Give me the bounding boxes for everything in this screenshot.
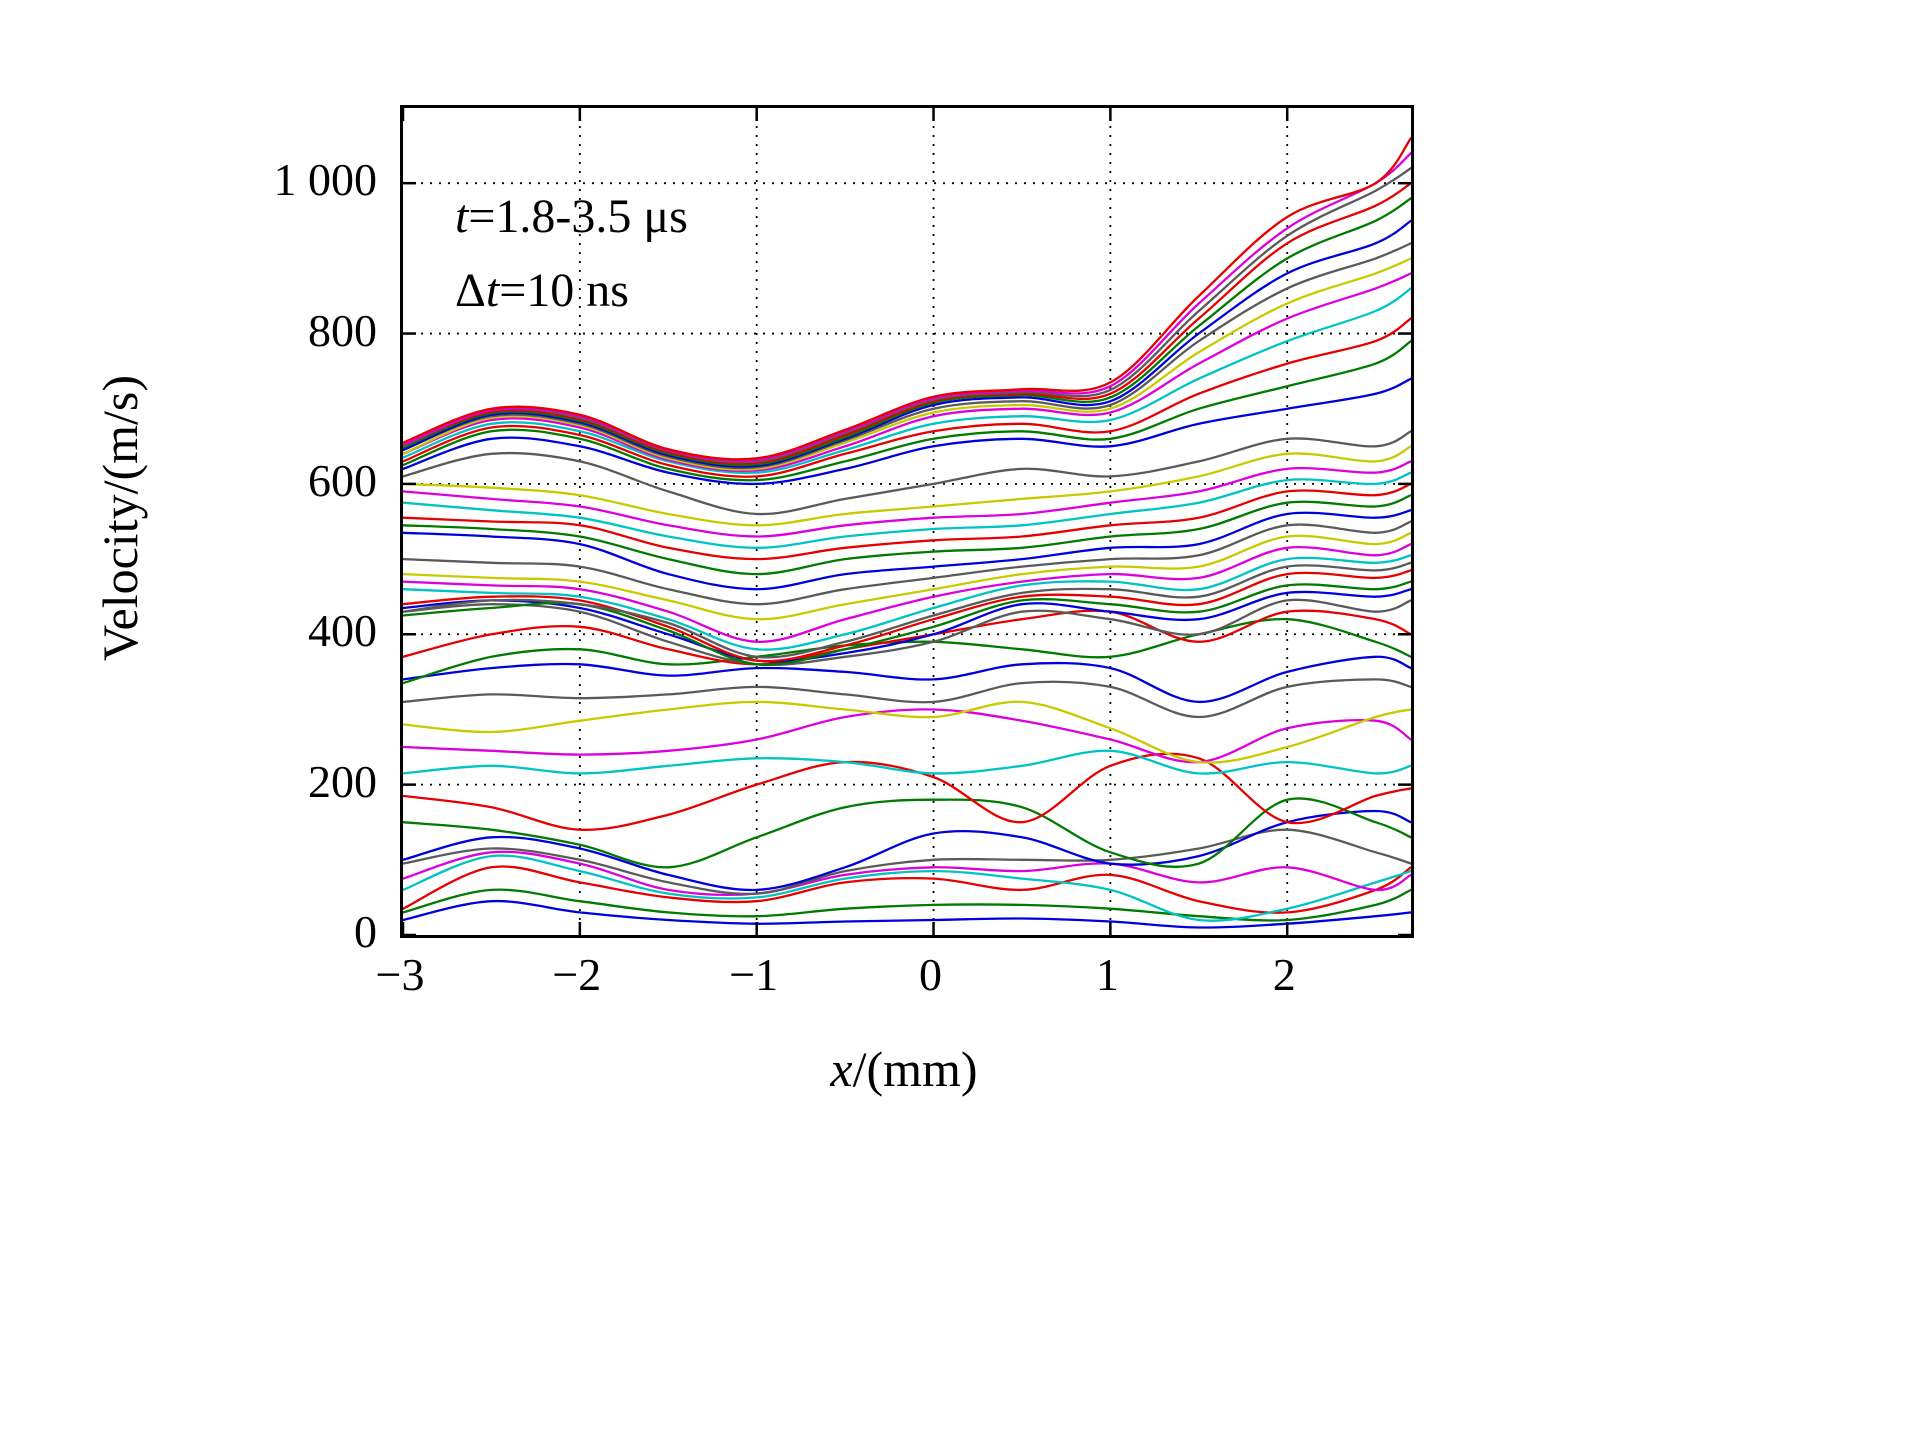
x-axis-tick-labels: −3 −2 −1 0 1 2 <box>376 948 1414 1008</box>
y-tick-label: 400 <box>308 605 377 657</box>
y-tick-label: 1 000 <box>273 154 378 206</box>
velocity-profile-line-17 <box>403 588 1411 663</box>
x-tick-label: 2 <box>1272 949 1296 1000</box>
velocity-profile-line-0 <box>403 899 1411 929</box>
annotation-t-symbol: t <box>455 190 469 243</box>
velocity-profile-line-38 <box>403 242 1411 470</box>
velocity-profile-line-23 <box>403 531 1411 621</box>
velocity-profile-line-44 <box>403 136 1411 461</box>
velocity-profile-line-32 <box>403 377 1411 486</box>
velocity-profile-line-9 <box>403 749 1411 775</box>
velocity-profile-line-24 <box>403 520 1411 606</box>
velocity-profile-line-34 <box>403 317 1411 478</box>
velocity-profile-line-15 <box>403 609 1411 666</box>
velocity-profile-line-7 <box>403 797 1411 869</box>
velocity-profile-line-25 <box>403 509 1411 591</box>
plot-area: t=1.8-3.5 μs Δt=10 ns <box>400 105 1414 938</box>
annotation-delta-symbol: Δ <box>455 264 486 318</box>
velocity-profile-line-36 <box>403 272 1411 472</box>
velocity-profile-line-35 <box>403 287 1411 475</box>
annotation-line-2: Δt=10 ns <box>455 264 629 318</box>
x-tick-label: −2 <box>552 949 602 1000</box>
velocity-profile-line-14 <box>403 618 1411 685</box>
y-tick-label: 800 <box>308 304 377 356</box>
velocity-profile-line-20 <box>403 561 1411 659</box>
x-tick-label: −1 <box>729 949 779 1000</box>
velocity-profile-line-27 <box>403 482 1411 561</box>
annotation: t=1.8-3.5 μs Δt=10 ns <box>455 180 688 329</box>
velocity-profile-line-2 <box>403 865 1411 914</box>
x-tick-label: −3 <box>375 949 425 1000</box>
velocity-profile-line-43 <box>403 151 1411 462</box>
velocity-profile-line-6 <box>403 809 1411 892</box>
velocity-profile-line-3 <box>403 854 1411 922</box>
velocity-profile-line-40 <box>403 197 1411 467</box>
velocity-profile-line-21 <box>403 554 1411 651</box>
y-tick-label: 600 <box>308 454 377 506</box>
velocity-profile-line-10 <box>403 708 1411 764</box>
velocity-profile-line-31 <box>403 430 1411 516</box>
annotation-line-1: t=1.8-3.5 μs <box>455 190 688 243</box>
y-tick-label: 200 <box>308 755 377 807</box>
velocity-profile-line-41 <box>403 182 1411 465</box>
velocity-profile-line-13 <box>403 655 1411 704</box>
velocity-profile-line-26 <box>403 494 1411 576</box>
velocity-profile-line-4 <box>403 850 1411 897</box>
x-axis-label: x/(mm) <box>830 1041 978 1097</box>
velocity-profile-line-12 <box>403 678 1411 719</box>
velocity-profile-line-29 <box>403 460 1411 538</box>
velocity-profile-line-22 <box>403 542 1411 643</box>
velocity-profile-line-28 <box>403 471 1411 549</box>
velocity-profile-line-33 <box>403 339 1411 482</box>
velocity-profile-line-1 <box>403 888 1411 922</box>
velocity-profile-line-11 <box>403 700 1411 764</box>
velocity-profile-line-39 <box>403 219 1411 468</box>
y-axis-label: Velocity/(m/s) <box>92 374 148 662</box>
velocity-profile-line-8 <box>403 752 1411 831</box>
x-tick-label: 1 <box>1095 949 1119 1000</box>
velocity-profile-line-16 <box>403 598 1411 667</box>
y-tick-label: 0 <box>354 906 377 957</box>
velocity-profile-line-30 <box>403 445 1411 527</box>
x-tick-label: 0 <box>919 949 943 1000</box>
velocity-profile-line-37 <box>403 257 1411 471</box>
velocity-profile-line-19 <box>403 569 1411 663</box>
velocity-profile-line-42 <box>403 166 1411 464</box>
y-axis-tick-labels: 0 200 400 600 800 1 000 <box>225 105 385 957</box>
chart-canvas <box>403 108 1411 935</box>
velocity-profile-line-5 <box>403 828 1411 896</box>
